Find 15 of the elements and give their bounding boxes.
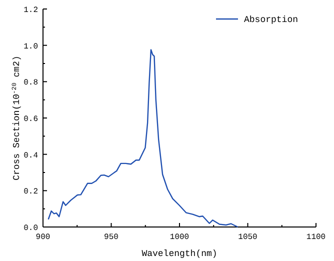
x-axis-title: Wavelength(nm) [142, 249, 218, 259]
x-tick-label: 900 [36, 233, 50, 242]
y-tick-label: 0.4 [24, 151, 38, 160]
y-tick-label: 0.6 [24, 115, 38, 124]
legend-label: Absorption [244, 15, 298, 25]
x-tick-label: 1100 [306, 233, 326, 242]
y-tick-label: 0.2 [24, 188, 38, 197]
x-tick-label: 1000 [170, 233, 190, 242]
line-series [48, 49, 238, 228]
x-tick-label: 1050 [238, 233, 258, 242]
y-tick-label: 0.8 [24, 78, 38, 88]
y-tick-label: 1.2 [24, 6, 38, 15]
y-tick-label: 0.0 [24, 224, 38, 233]
y-tick-label: 1.0 [24, 42, 38, 52]
x-tick-label: 950 [104, 233, 119, 242]
